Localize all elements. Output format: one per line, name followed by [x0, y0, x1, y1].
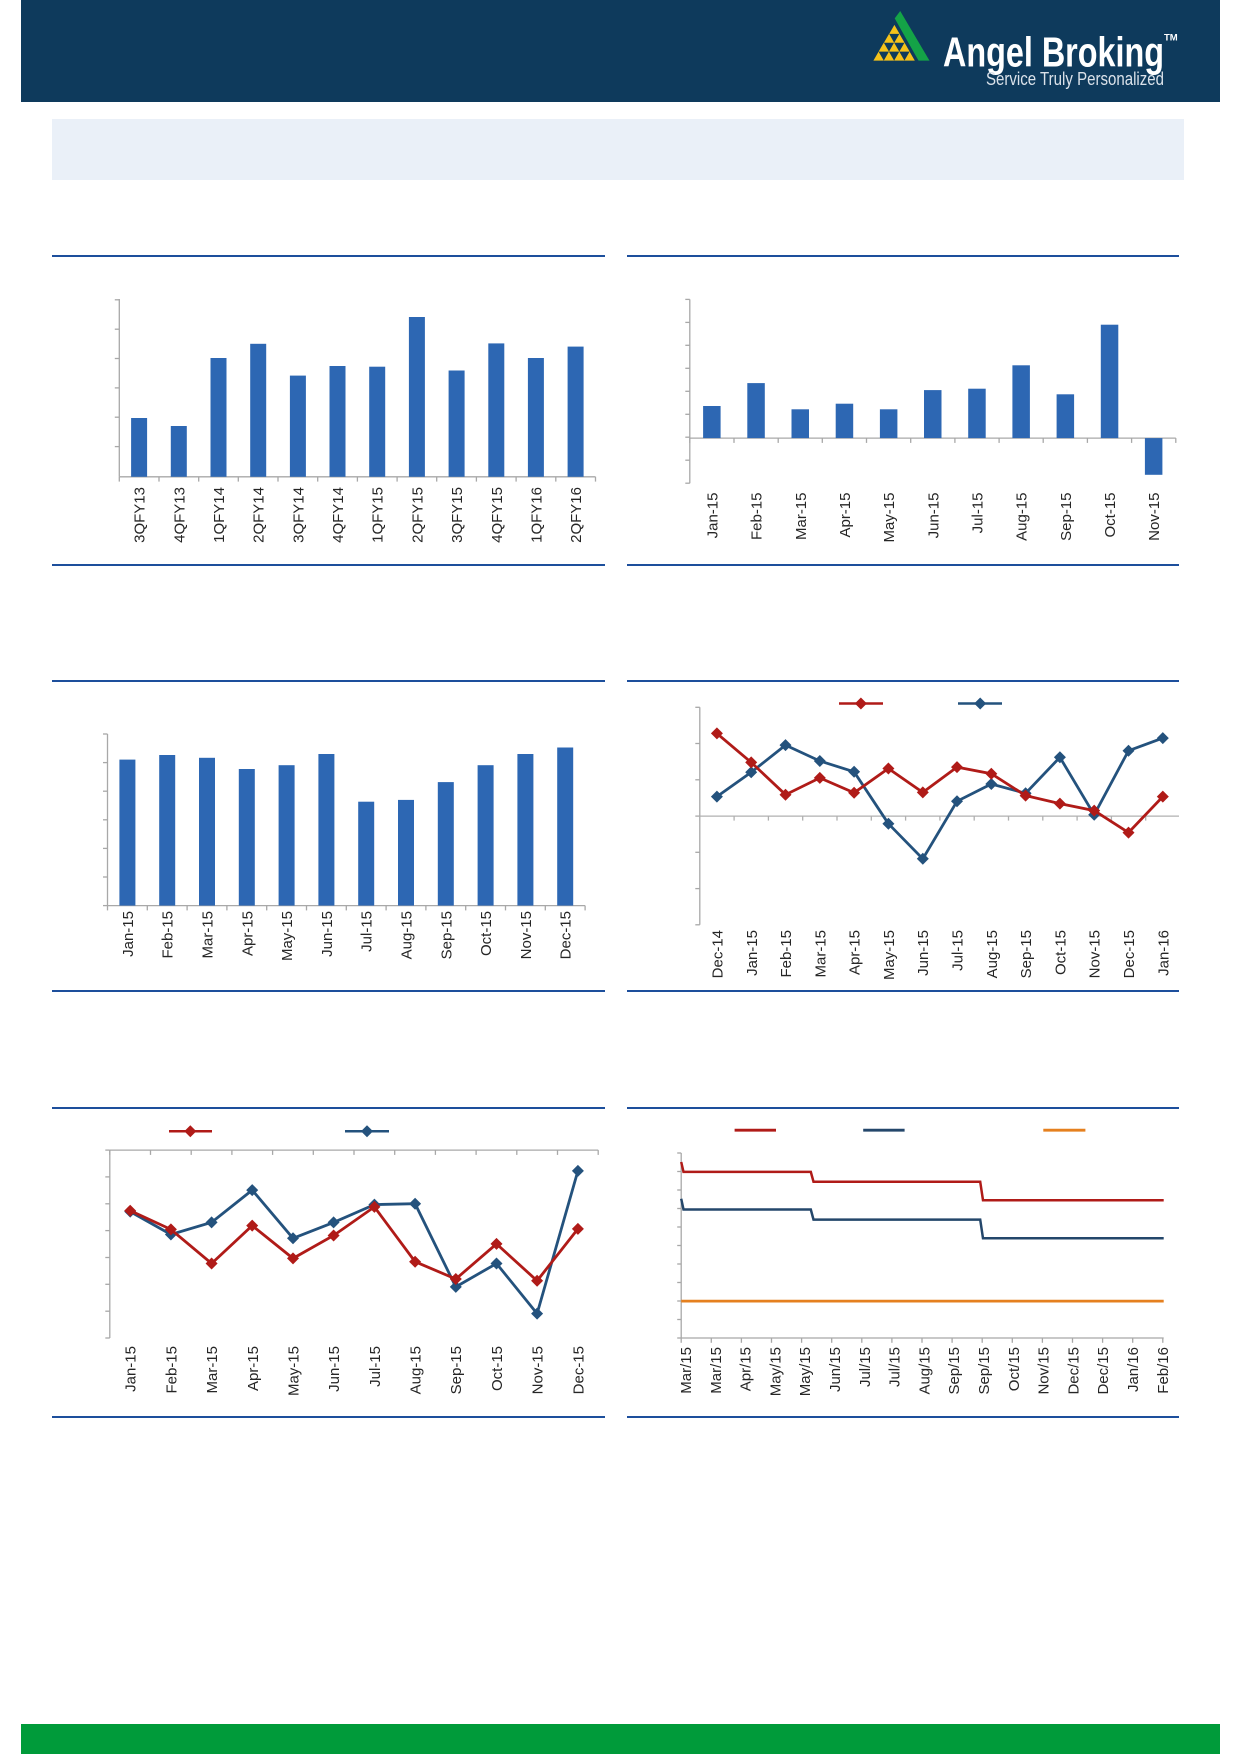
- svg-text:Jun/15: Jun/15: [827, 1347, 844, 1392]
- svg-text:Mar-15: Mar-15: [204, 1346, 221, 1394]
- svg-text:Jun-15: Jun-15: [326, 1346, 343, 1392]
- svg-text:Dec-15: Dec-15: [558, 911, 575, 959]
- svg-text:Aug-15: Aug-15: [1014, 493, 1031, 541]
- svg-text:Feb-15: Feb-15: [778, 930, 795, 978]
- svg-text:Aug-15: Aug-15: [408, 1346, 425, 1394]
- svg-text:Jul-15: Jul-15: [367, 1346, 384, 1387]
- svg-text:Jan-15: Jan-15: [744, 930, 761, 976]
- svg-text:May/15: May/15: [797, 1347, 814, 1396]
- svg-text:Apr-15: Apr-15: [239, 911, 256, 956]
- svg-text:Dec-15: Dec-15: [1121, 930, 1138, 978]
- svg-text:Mar/15: Mar/15: [678, 1347, 695, 1394]
- svg-text:Jun-15: Jun-15: [925, 493, 942, 539]
- svg-text:1QFY15: 1QFY15: [370, 487, 387, 543]
- svg-text:Mar-15: Mar-15: [812, 930, 829, 978]
- svg-text:Oct-15: Oct-15: [1052, 930, 1069, 975]
- svg-text:Mar/15: Mar/15: [708, 1347, 725, 1394]
- svg-text:Nov-15: Nov-15: [1087, 930, 1104, 978]
- svg-text:Sep-15: Sep-15: [448, 1346, 465, 1394]
- svg-text:4QFY15: 4QFY15: [489, 487, 506, 543]
- svg-text:Dec/15: Dec/15: [1095, 1347, 1112, 1395]
- svg-text:May/15: May/15: [767, 1347, 784, 1396]
- svg-text:Sep/15: Sep/15: [976, 1347, 993, 1395]
- svg-text:Jul-15: Jul-15: [950, 930, 967, 971]
- svg-text:2QFY14: 2QFY14: [251, 487, 268, 543]
- svg-text:Angel Broking: Angel Broking: [943, 29, 1164, 76]
- svg-text:Jan-16: Jan-16: [1155, 930, 1172, 976]
- svg-text:4QFY14: 4QFY14: [330, 487, 347, 543]
- svg-text:Dec-15: Dec-15: [570, 1346, 587, 1394]
- svg-text:Jun-15: Jun-15: [319, 911, 336, 957]
- svg-text:Jan-15: Jan-15: [704, 493, 721, 539]
- svg-text:Feb-15: Feb-15: [163, 1346, 180, 1394]
- svg-text:Aug-15: Aug-15: [399, 911, 416, 959]
- svg-text:Sep-15: Sep-15: [438, 911, 455, 959]
- svg-text:Service Truly Personalized: Service Truly Personalized: [986, 68, 1164, 89]
- svg-text:Apr-15: Apr-15: [245, 1346, 262, 1391]
- svg-text:May-15: May-15: [279, 911, 296, 961]
- svg-text:Dec/15: Dec/15: [1065, 1347, 1082, 1395]
- svg-text:Jul/15: Jul/15: [887, 1347, 904, 1387]
- svg-text:Jul-15: Jul-15: [359, 911, 376, 952]
- svg-text:May-15: May-15: [286, 1346, 303, 1396]
- svg-text:Nov-15: Nov-15: [1146, 493, 1163, 541]
- svg-text:1QFY14: 1QFY14: [211, 487, 228, 543]
- svg-text:Jul/15: Jul/15: [857, 1347, 874, 1387]
- svg-text:Aug-15: Aug-15: [984, 930, 1001, 978]
- svg-text:1QFY16: 1QFY16: [528, 487, 545, 543]
- svg-text:4QFY13: 4QFY13: [171, 487, 188, 543]
- svg-text:Mar-15: Mar-15: [200, 911, 217, 959]
- svg-text:Apr-15: Apr-15: [837, 493, 854, 538]
- svg-text:Feb/16: Feb/16: [1155, 1347, 1172, 1394]
- svg-text:Nov/15: Nov/15: [1036, 1347, 1053, 1395]
- svg-text:Nov-15: Nov-15: [530, 1346, 547, 1394]
- svg-text:Oct/15: Oct/15: [1006, 1347, 1023, 1391]
- svg-text:Oct-15: Oct-15: [489, 1346, 506, 1391]
- svg-text:2QFY15: 2QFY15: [409, 487, 426, 543]
- svg-text:Oct-15: Oct-15: [478, 911, 495, 956]
- svg-text:Feb-15: Feb-15: [749, 493, 766, 541]
- svg-text:Oct-15: Oct-15: [1102, 493, 1119, 538]
- svg-text:2QFY16: 2QFY16: [568, 487, 585, 543]
- svg-text:Aug/15: Aug/15: [916, 1347, 933, 1395]
- svg-text:3QFY14: 3QFY14: [290, 487, 307, 543]
- svg-text:Feb-15: Feb-15: [160, 911, 177, 959]
- svg-text:Jan/16: Jan/16: [1125, 1347, 1142, 1392]
- svg-text:Mar-15: Mar-15: [793, 493, 810, 541]
- svg-text:May-15: May-15: [881, 493, 898, 543]
- svg-text:TM: TM: [1164, 33, 1178, 44]
- svg-text:May-15: May-15: [881, 930, 898, 980]
- svg-text:Apr-15: Apr-15: [847, 930, 864, 975]
- svg-text:3QFY15: 3QFY15: [449, 487, 466, 543]
- svg-text:Sep-15: Sep-15: [1018, 930, 1035, 978]
- svg-text:Dec-14: Dec-14: [709, 930, 726, 978]
- svg-text:Jan-15: Jan-15: [123, 1346, 140, 1392]
- svg-text:Sep-15: Sep-15: [1058, 493, 1075, 541]
- svg-text:Apr/15: Apr/15: [738, 1347, 755, 1391]
- svg-text:Sep/15: Sep/15: [946, 1347, 963, 1395]
- svg-text:Jul-15: Jul-15: [970, 493, 987, 534]
- svg-text:Nov-15: Nov-15: [518, 911, 535, 959]
- svg-text:3QFY13: 3QFY13: [132, 487, 149, 543]
- svg-text:Jun-15: Jun-15: [915, 930, 932, 976]
- svg-text:Jan-15: Jan-15: [120, 911, 137, 957]
